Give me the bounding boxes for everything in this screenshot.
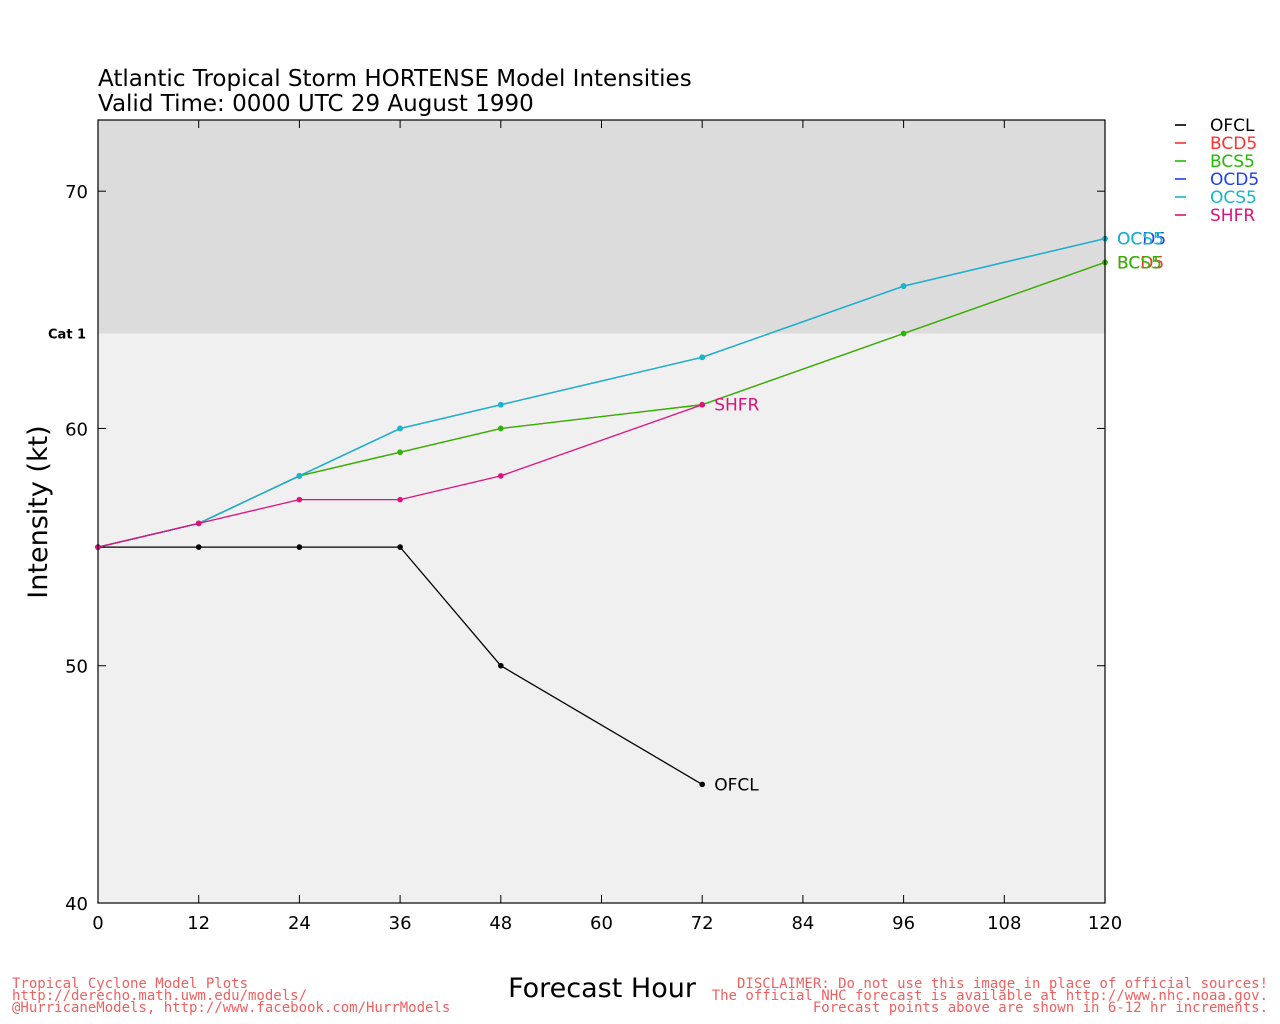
footer-line: DISCLAIMER: Do not use this image in pla… <box>737 976 1268 992</box>
footer-credits: Tropical Cyclone Model Plots http://dere… <box>12 976 450 1016</box>
chart-subtitle: Valid Time: 0000 UTC 29 August 1990 <box>98 91 534 117</box>
data-point <box>195 520 202 527</box>
footer-line: http://derecho.math.uwm.edu/models/ <box>12 988 307 1004</box>
series-end-label: BCS5 <box>1117 253 1162 273</box>
series-line <box>97 237 1106 548</box>
x-tick-label: 0 <box>92 913 103 934</box>
legend-entry: BCD5 <box>1210 134 1257 154</box>
series-end-label: OCS5 <box>1117 230 1164 250</box>
plot-axes: 0 12 24 36 48 60 72 84 96 108 120 40 50 60 70 <box>65 119 1122 934</box>
y-axis-label: Intensity (kt) <box>23 425 54 598</box>
data-point <box>397 449 403 455</box>
series-end-label: OCD5 <box>1117 230 1166 250</box>
footer-line: Tropical Cyclone Model Plots <box>12 976 248 992</box>
data-point <box>195 544 202 550</box>
legend-entry: OFCL <box>1210 116 1255 136</box>
data-point <box>699 401 705 408</box>
data-point <box>498 425 504 432</box>
storm-band <box>98 333 1105 904</box>
x-tick-label: 36 <box>389 913 412 934</box>
x-tick-label: 12 <box>187 913 210 934</box>
data-point <box>699 354 705 361</box>
hurricane-band <box>98 120 1105 334</box>
data-point <box>900 330 907 337</box>
series-line <box>97 404 703 548</box>
x-tick-label: 108 <box>987 913 1021 934</box>
legend-entry: BCS5 <box>1210 152 1255 172</box>
x-tick-label: 60 <box>590 913 613 934</box>
data-point <box>296 496 303 503</box>
data-point <box>498 662 504 669</box>
series-end-label: OFCL <box>714 775 759 795</box>
series-end-label: BCD5 <box>1117 253 1164 273</box>
y-tick-label: 60 <box>65 419 88 440</box>
footer-disclaimer: DISCLAIMER: Do not use this image in pla… <box>712 976 1268 1016</box>
data-point <box>397 496 403 503</box>
footer-line: @HurricaneModels, http://www.facebook.co… <box>12 1000 450 1016</box>
data-point <box>397 544 403 550</box>
plot-background: Cat 1 <box>48 120 1105 904</box>
footer-line: The official NHC forecast is available a… <box>712 988 1268 1004</box>
series-end-label: SHFR <box>714 396 759 416</box>
legend-entry: OCD5 <box>1210 170 1259 190</box>
legend-entry: SHFR <box>1210 206 1255 226</box>
x-axis-label: Forecast Hour <box>508 973 697 1004</box>
x-tick-label: 48 <box>489 913 512 934</box>
x-tick-label: 96 <box>892 913 915 934</box>
legend-entry: OCS5 <box>1210 188 1257 208</box>
x-tick-label: 24 <box>288 913 311 934</box>
x-tick-label: 84 <box>791 913 814 934</box>
chart-title: Atlantic Tropical Storm HORTENSE Model I… <box>98 66 692 92</box>
series-lines <box>95 235 1108 788</box>
data-point <box>498 473 504 479</box>
series-line <box>98 546 703 785</box>
data-point <box>397 425 403 432</box>
series-shfr <box>95 401 705 550</box>
data-point <box>498 401 504 408</box>
data-point <box>296 473 303 479</box>
cat1-label: Cat 1 <box>48 328 86 343</box>
y-tick-label: 50 <box>65 657 88 678</box>
data-point <box>699 781 705 788</box>
data-point <box>296 544 303 550</box>
data-point <box>900 283 907 289</box>
footer-line: Forecast points above are shown in 6-12 … <box>813 1000 1268 1016</box>
x-tick-label: 120 <box>1088 913 1122 934</box>
y-tick-label: 40 <box>65 894 88 915</box>
x-tick-label: 72 <box>691 913 714 934</box>
y-tick-label: 70 <box>65 182 88 203</box>
